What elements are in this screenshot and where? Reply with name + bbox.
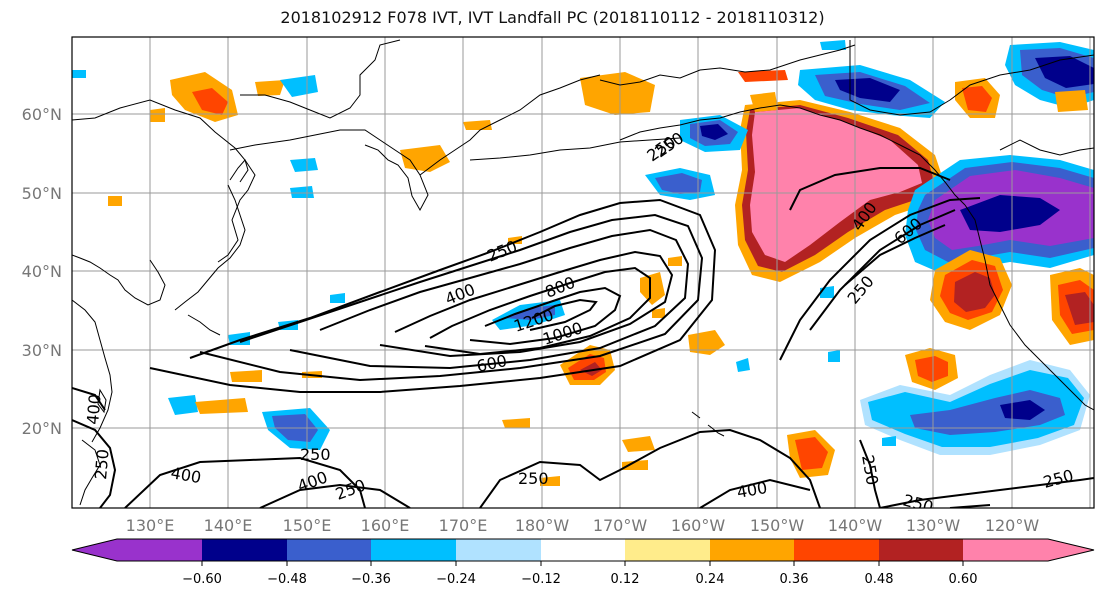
- lon-label: 130°W: [906, 516, 961, 535]
- colorbar-tick: 0.60: [949, 572, 978, 587]
- latitude-labels: 60°N 50°N 40°N 30°N 20°N: [22, 105, 62, 438]
- colorbar-segment: [963, 539, 1048, 561]
- lat-label: 30°N: [22, 341, 62, 360]
- lat-label: 50°N: [22, 184, 62, 203]
- colorbar-segment: [1048, 539, 1094, 561]
- map-title: 2018102912 F078 IVT, IVT Landfall PC (20…: [280, 8, 825, 27]
- colorbar-segment: [287, 539, 371, 561]
- colorbar-tick: 0.48: [865, 572, 894, 587]
- positive-anomaly-gulf-of-alaska-core: [750, 108, 922, 262]
- colorbar-tick: −0.48: [267, 572, 307, 587]
- colorbar: −0.60 −0.48 −0.36 −0.24 −0.12 0.12 0.24 …: [71, 538, 1095, 587]
- lon-label: 170°E: [439, 516, 488, 535]
- lon-label: 170°W: [593, 516, 648, 535]
- colorbar-segment: [456, 539, 541, 561]
- contour-label: 250: [91, 448, 113, 480]
- lon-label: 160°E: [361, 516, 410, 535]
- lon-label: 150°E: [283, 516, 332, 535]
- colorbar-segment: [72, 539, 117, 561]
- lon-label: 140°E: [204, 516, 253, 535]
- colorbar-segment: [371, 539, 456, 561]
- map-panel: 250 400 800 1200 1000 600 250 400 600 25…: [72, 37, 1094, 508]
- colorbar-segment: [794, 539, 879, 561]
- ivt-contours: [72, 167, 1094, 508]
- colorbar-segment: [541, 539, 625, 561]
- lat-label: 40°N: [22, 262, 62, 281]
- colorbar-tick: −0.60: [182, 572, 222, 587]
- coastlines: [72, 39, 1094, 506]
- colorbar-outline: [71, 538, 1095, 562]
- pc-shading: [72, 40, 1094, 486]
- lon-label: 160°W: [671, 516, 726, 535]
- contour-label: 400: [83, 393, 105, 425]
- graticule: [72, 37, 1094, 508]
- colorbar-tick: 0.24: [696, 572, 725, 587]
- colorbar-tick: 0.36: [780, 572, 809, 587]
- lon-label: 180°W: [515, 516, 570, 535]
- colorbar-tick: 0.12: [611, 572, 640, 587]
- contour-label: 250: [300, 445, 331, 464]
- lon-label: 150°W: [750, 516, 805, 535]
- longitude-labels: 130°E 140°E 150°E 160°E 170°E 180°W 170°…: [126, 516, 1040, 535]
- contour-label: 250: [518, 469, 549, 488]
- map-frame: [71, 36, 1095, 509]
- lon-label: 130°E: [126, 516, 175, 535]
- colorbar-segment: [625, 539, 710, 561]
- lon-label: 140°W: [828, 516, 883, 535]
- lat-label: 20°N: [22, 419, 62, 438]
- lon-label: 120°W: [985, 516, 1040, 535]
- colorbar-segment: [117, 539, 202, 561]
- colorbar-segment: [202, 539, 287, 561]
- colorbar-tick: −0.12: [521, 572, 561, 587]
- lat-label: 60°N: [22, 105, 62, 124]
- colorbar-tick: −0.24: [436, 572, 476, 587]
- colorbar-tick: −0.36: [351, 572, 391, 587]
- colorbar-segment: [710, 539, 794, 561]
- colorbar-segment: [879, 539, 963, 561]
